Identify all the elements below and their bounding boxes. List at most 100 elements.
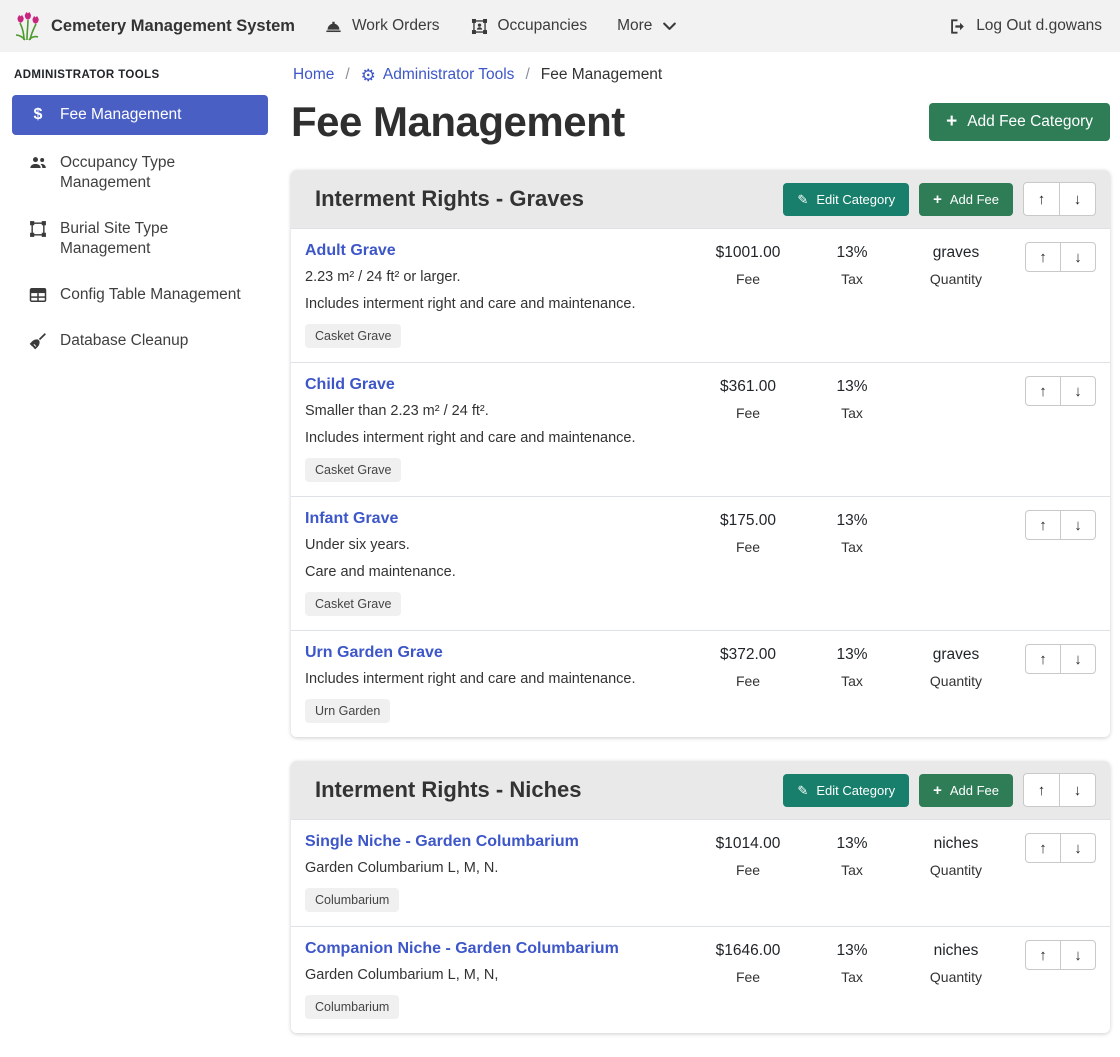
dollar-icon: $ <box>28 105 48 125</box>
fee-name-link[interactable]: Child Grave <box>305 376 395 394</box>
edit-category-label: Edit Category <box>816 783 895 798</box>
category-actions: ✎ Edit Category + Add Fee ↑ ↓ <box>783 182 1096 216</box>
move-category-up-button[interactable]: ↑ <box>1023 773 1060 807</box>
broom-icon <box>28 331 48 351</box>
quantity-column: graves Quantity <box>901 644 1011 689</box>
tulip-logo-icon <box>14 11 42 41</box>
quantity-column: niches Quantity <box>901 833 1011 878</box>
fee-amount: $1014.00 <box>693 835 803 853</box>
fee-amount-column: $361.00 Fee <box>693 376 803 421</box>
fee-amount-column: $175.00 Fee <box>693 510 803 555</box>
breadcrumb-home-link[interactable]: Home <box>293 66 334 84</box>
fee-amount-column: $1014.00 Fee <box>693 833 803 878</box>
fee-rows: Adult Grave 2.23 m² / 24 ft² or larger. … <box>291 228 1110 737</box>
nav-work-orders-label: Work Orders <box>352 17 440 35</box>
sidebar: ADMINISTRATOR TOOLS $ Fee Management Occ… <box>0 52 280 369</box>
tax-value: 13% <box>803 244 901 262</box>
fee-tag: Urn Garden <box>305 699 390 723</box>
fee-description-line2: Care and maintenance. <box>305 564 687 580</box>
edit-category-button[interactable]: ✎ Edit Category <box>783 183 909 216</box>
sidebar-item-occupancy-type-management[interactable]: Occupancy Type Management <box>12 145 268 201</box>
category-title: Interment Rights - Graves <box>315 186 584 212</box>
move-category-down-button[interactable]: ↓ <box>1059 182 1096 216</box>
main-content: Home / ⚙ Administrator Tools / Fee Manag… <box>280 52 1120 1057</box>
quantity-label: Quantity <box>901 673 1011 689</box>
fee-amount: $1001.00 <box>693 244 803 262</box>
move-fee-down-button[interactable]: ↓ <box>1060 376 1096 406</box>
brand-group: Cemetery Management System <box>14 11 295 41</box>
quantity-unit: graves <box>901 244 1011 262</box>
fee-reorder-group: ↑ ↓ <box>1025 510 1096 540</box>
add-fee-category-button[interactable]: + Add Fee Category <box>929 103 1110 141</box>
fee-description-line1: 2.23 m² / 24 ft² or larger. <box>305 269 687 285</box>
move-fee-up-button[interactable]: ↑ <box>1025 644 1061 674</box>
edit-category-button[interactable]: ✎ Edit Category <box>783 774 909 807</box>
pencil-icon: ✎ <box>797 193 808 206</box>
nav-occupancies[interactable]: Occupancies <box>455 17 603 36</box>
category-actions: ✎ Edit Category + Add Fee ↑ ↓ <box>783 773 1096 807</box>
fee-amount-label: Fee <box>693 969 803 985</box>
sidebar-item-config-table-management[interactable]: Config Table Management <box>12 277 268 313</box>
breadcrumb-separator: / <box>345 66 349 84</box>
fee-description-line2: Includes interment right and care and ma… <box>305 296 687 312</box>
add-fee-button[interactable]: + Add Fee <box>919 183 1013 216</box>
users-icon <box>28 153 48 173</box>
hard-hat-icon <box>324 17 343 36</box>
gear-icon: ⚙ <box>361 67 376 84</box>
app-title: Cemetery Management System <box>51 17 295 36</box>
sidebar-item-label: Database Cleanup <box>60 331 188 351</box>
fee-amount-column: $1001.00 Fee <box>693 242 803 287</box>
sidebar-item-database-cleanup[interactable]: Database Cleanup <box>12 323 268 359</box>
breadcrumb-admin-tools-link[interactable]: ⚙ Administrator Tools <box>361 66 515 84</box>
move-fee-down-button[interactable]: ↓ <box>1060 242 1096 272</box>
move-category-down-button[interactable]: ↓ <box>1059 773 1096 807</box>
fee-description-line1: Smaller than 2.23 m² / 24 ft². <box>305 403 687 419</box>
fee-name-link[interactable]: Urn Garden Grave <box>305 644 443 662</box>
move-category-up-button[interactable]: ↑ <box>1023 182 1060 216</box>
breadcrumb-current: Fee Management <box>541 66 663 84</box>
sidebar-section-title: ADMINISTRATOR TOOLS <box>0 52 280 93</box>
fee-category-list: Interment Rights - Graves ✎ Edit Categor… <box>291 170 1110 1033</box>
plus-icon: + <box>946 115 957 129</box>
tax-column: 13% Tax <box>803 242 901 287</box>
move-fee-down-button[interactable]: ↓ <box>1060 644 1096 674</box>
fee-info: Adult Grave 2.23 m² / 24 ft² or larger. … <box>305 242 693 348</box>
logout-button[interactable]: Log Out d.gowans <box>933 17 1102 36</box>
tax-column: 13% Tax <box>803 510 901 555</box>
fee-name-link[interactable]: Adult Grave <box>305 242 396 260</box>
fee-amount-column: $1646.00 Fee <box>693 940 803 985</box>
fee-name-link[interactable]: Single Niche - Garden Columbarium <box>305 833 579 851</box>
move-fee-up-button[interactable]: ↑ <box>1025 833 1061 863</box>
fee-info: Urn Garden Grave Includes interment righ… <box>305 644 693 723</box>
category-header: Interment Rights - Niches ✎ Edit Categor… <box>291 761 1110 819</box>
quantity-unit: niches <box>901 835 1011 853</box>
sidebar-item-label: Burial Site Type Management <box>60 219 252 259</box>
sidebar-item-fee-management[interactable]: $ Fee Management <box>12 95 268 135</box>
sidebar-item-burial-site-type-management[interactable]: Burial Site Type Management <box>12 211 268 267</box>
category-reorder-group: ↑ ↓ <box>1023 773 1096 807</box>
fee-description-line2: Includes interment right and care and ma… <box>305 430 687 446</box>
move-fee-up-button[interactable]: ↑ <box>1025 940 1061 970</box>
quantity-unit: niches <box>901 942 1011 960</box>
move-fee-up-button[interactable]: ↑ <box>1025 376 1061 406</box>
nav-work-orders[interactable]: Work Orders <box>309 17 455 36</box>
fee-description-line1: Under six years. <box>305 537 687 553</box>
add-fee-button[interactable]: + Add Fee <box>919 774 1013 807</box>
move-fee-down-button[interactable]: ↓ <box>1060 940 1096 970</box>
move-fee-up-button[interactable]: ↑ <box>1025 510 1061 540</box>
logout-icon <box>948 17 967 36</box>
nav-more[interactable]: More <box>602 17 691 35</box>
tax-value: 13% <box>803 512 901 530</box>
fee-name-link[interactable]: Companion Niche - Garden Columbarium <box>305 940 619 958</box>
quantity-label: Quantity <box>901 969 1011 985</box>
fee-tag: Casket Grave <box>305 458 401 482</box>
fee-info: Child Grave Smaller than 2.23 m² / 24 ft… <box>305 376 693 482</box>
fee-amount-label: Fee <box>693 271 803 287</box>
fee-rows: Single Niche - Garden Columbarium Garden… <box>291 819 1110 1033</box>
chevron-down-icon <box>663 22 676 31</box>
fee-description-line1: Garden Columbarium L, M, N. <box>305 860 687 876</box>
move-fee-up-button[interactable]: ↑ <box>1025 242 1061 272</box>
move-fee-down-button[interactable]: ↓ <box>1060 833 1096 863</box>
move-fee-down-button[interactable]: ↓ <box>1060 510 1096 540</box>
fee-name-link[interactable]: Infant Grave <box>305 510 398 528</box>
